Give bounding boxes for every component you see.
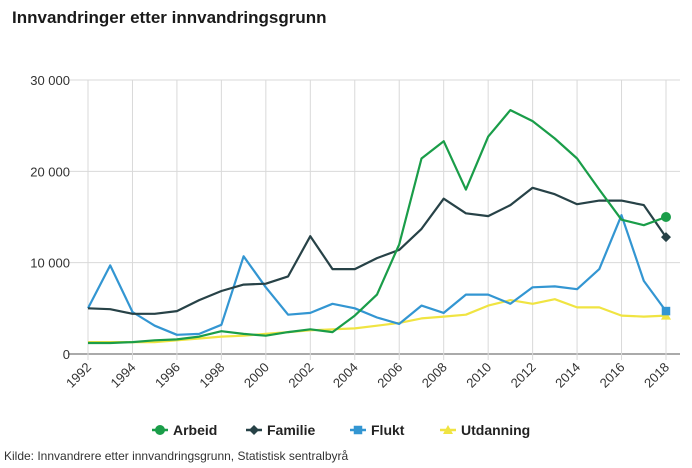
- legend: Arbeid Familie Flukt Utdanning: [152, 422, 530, 438]
- series-lines: [87, 108, 671, 345]
- legend-item-arbeid: Arbeid: [152, 422, 217, 438]
- y-tick-label: 10 000: [30, 256, 70, 271]
- y-tick-label: 20 000: [30, 164, 70, 179]
- series-line-utdanning: [88, 298, 667, 344]
- legend-label: Familie: [267, 422, 315, 438]
- legend-item-flukt: Flukt: [350, 422, 405, 438]
- x-tick-label: 2016: [597, 360, 628, 391]
- x-tick-label: 2012: [508, 360, 539, 391]
- x-axis: 1992 1994 1996 1998 2000 2002 2004 2006 2008 2010…: [63, 360, 672, 391]
- y-tick-label: 30 000: [30, 73, 70, 88]
- point-familie-end: [661, 232, 671, 243]
- legend-label: Utdanning: [461, 422, 530, 438]
- x-tick-label: 2014: [552, 360, 583, 391]
- x-tick-label: 1992: [63, 360, 94, 391]
- x-tick-label: 2018: [641, 360, 672, 391]
- x-tick-label: 1998: [196, 360, 227, 391]
- legend-label: Arbeid: [173, 422, 217, 438]
- legend-marker-familie: [249, 425, 259, 435]
- y-axis-ticks: 0 10 000 20 000 30 000: [30, 73, 70, 362]
- x-tick-label: 2008: [419, 360, 450, 391]
- x-tick-label: 2000: [241, 360, 272, 391]
- series-line-arbeid: [88, 108, 667, 345]
- legend-marker-utdanning: [443, 425, 453, 434]
- series-line-familie: [87, 186, 667, 315]
- gridlines: [68, 79, 680, 360]
- chart-title: Innvandringer etter innvandringsgrunn: [12, 8, 327, 27]
- x-tick-label: 2006: [374, 360, 405, 391]
- legend-item-utdanning: Utdanning: [440, 422, 530, 438]
- x-tick-label: 2002: [285, 360, 316, 391]
- point-flukt-end: [661, 306, 671, 316]
- legend-marker-arbeid: [155, 425, 165, 435]
- series-line-flukt: [87, 214, 667, 336]
- series-flukt: [87, 214, 671, 336]
- legend-marker-flukt: [353, 425, 363, 435]
- point-arbeid-end: [661, 212, 671, 222]
- series-utdanning: [88, 298, 671, 344]
- x-tick-label: 1994: [108, 360, 139, 391]
- series-familie: [87, 186, 671, 315]
- y-tick-label: 0: [63, 347, 70, 362]
- x-tick-label: 1996: [152, 360, 183, 391]
- source-note: Kilde: Innvandrere etter innvandringsgru…: [4, 449, 349, 463]
- x-tick-label: 2004: [330, 360, 361, 391]
- legend-label: Flukt: [371, 422, 405, 438]
- series-arbeid: [88, 108, 671, 345]
- x-tick-label: 2010: [463, 360, 494, 391]
- legend-item-familie: Familie: [246, 422, 315, 438]
